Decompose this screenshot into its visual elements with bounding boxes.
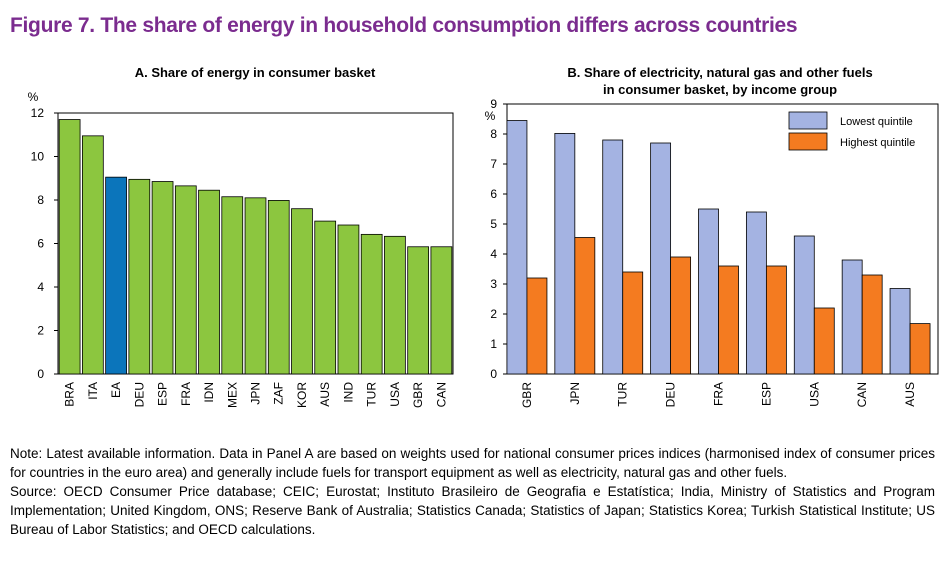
panel-b-y-tick-label: 4 <box>490 247 497 261</box>
panel-a-bar-kor <box>291 208 313 375</box>
panel-a-y-tick-label: 6 <box>37 237 44 251</box>
panel-a-x-tick-label: ESP <box>156 382 170 406</box>
panel-b-y-tick-label: 0 <box>490 367 497 381</box>
panel-b-bar-esp-highest <box>765 265 787 375</box>
panel-a-x-tick-label: DEU <box>132 382 146 407</box>
panel-a-bar-jpn <box>244 197 267 375</box>
panel-b-bar-aus-lowest <box>889 288 911 375</box>
panel-b-bar-tur-highest <box>622 271 644 375</box>
panel-a-title: A. Share of energy in consumer basket <box>134 65 376 80</box>
panel-b-y-tick-label: 3 <box>490 277 497 291</box>
panel-b-title-line-2: in consumer basket, by income group <box>602 82 838 97</box>
note-text: Note: Latest available information. Data… <box>10 446 935 480</box>
panel-a-x-tick-label: GBR <box>411 382 425 408</box>
panel-b-bar-jpn-lowest <box>554 132 576 375</box>
panel-b-chart: % 0 1 2 3 4 5 6 7 8 9 GBR JPN TUR DEU FRA ESP USA CAN AUS Lo… <box>485 97 939 408</box>
panel-a-bar-usa <box>384 235 406 375</box>
panel-a-x-tick-label: IDN <box>202 382 216 403</box>
panel-b-bar-fra-lowest <box>698 208 719 375</box>
panel-a-y-tick-label: 12 <box>31 106 45 120</box>
panel-a-bar-ind <box>337 224 360 375</box>
panel-a-x-tick-label: KOR <box>295 382 309 408</box>
panel-a-bar-bra <box>58 119 81 375</box>
panel-b-y-tick-label: 9 <box>490 97 497 111</box>
panel-b-bar-deu-highest <box>670 256 692 375</box>
panel-b-bar-usa-highest <box>813 307 835 375</box>
panel-b-bar-usa-lowest <box>793 235 815 375</box>
panel-b-x-tick-label: ESP <box>759 382 773 406</box>
source-text: Source: OECD Consumer Price database; CE… <box>10 484 935 537</box>
panel-a-bar-fra <box>174 185 197 375</box>
panel-a-x-tick-label: TUR <box>365 382 379 407</box>
panel-a-x-tick-label: ZAF <box>272 382 286 405</box>
panel-b-x-tick-label: GBR <box>520 382 534 408</box>
panel-a-x-tick-label: IND <box>341 382 355 403</box>
panel-b-bar-can-lowest <box>841 259 863 375</box>
panel-b-legend-label-highest: Highest quintile <box>840 137 915 149</box>
panel-b-y-tick-label: 2 <box>490 307 497 321</box>
figure-title: Figure 7. The share of energy in househo… <box>10 14 798 37</box>
panel-a-bar-can <box>430 246 453 375</box>
panel-a-y-tick-label: 2 <box>37 324 44 338</box>
panel-a-bar-esp <box>151 181 174 375</box>
panel-a-bar-ita <box>81 135 104 375</box>
panel-a-x-tick-label: JPN <box>249 382 263 405</box>
panel-b-y-tick-label: 1 <box>490 337 497 351</box>
panel-a-x-tick-label: ITA <box>86 382 100 400</box>
panel-a-x-tick-label: EA <box>109 382 123 398</box>
panel-a-x-tick-label: USA <box>388 382 402 407</box>
panel-a-bar-deu <box>128 178 151 375</box>
panel-a-bar-mex <box>221 196 244 375</box>
panel-a-y-unit: % <box>28 90 39 104</box>
panel-a-bar-idn <box>198 189 220 375</box>
panel-a-y-tick-label: 4 <box>37 280 44 294</box>
panel-b-x-tick-label: TUR <box>616 382 630 407</box>
panel-a-bar-gbr <box>407 246 430 375</box>
panel-b-y-tick-label: 7 <box>490 157 497 171</box>
panel-b-x-tick-label: AUS <box>903 382 917 407</box>
panel-a-x-tick-label: FRA <box>179 382 193 406</box>
panel-a-chart: % 0 2 4 6 8 10 12 BRA ITA EA DEU ESP FRA IDN MEX JPN ZAF K… <box>28 90 454 408</box>
panel-b-bar-can-highest <box>861 274 883 375</box>
panel-b-title-line-1: B. Share of electricity, natural gas and… <box>567 65 873 80</box>
panel-a-bar-tur <box>360 233 383 375</box>
panel-b-x-tick-label: FRA <box>712 382 726 406</box>
panel-a-bar-ea <box>105 176 127 375</box>
panel-b-y-tick-label: 6 <box>490 187 497 201</box>
panel-b-bar-esp-lowest <box>745 211 767 375</box>
panel-a-x-tick-label: MEX <box>225 382 239 408</box>
panel-a-y-tick-label: 10 <box>31 150 45 164</box>
panel-b-x-tick-label: USA <box>807 382 821 407</box>
panel-b-x-tick-label: DEU <box>664 382 678 407</box>
panel-b-legend-swatch-lowest <box>788 111 828 130</box>
panel-b-y-unit: % <box>485 109 496 123</box>
panel-b-x-tick-label: CAN <box>855 382 869 407</box>
panel-b-bar-aus-highest <box>909 323 931 375</box>
panel-b-bar-deu-lowest <box>650 142 672 375</box>
panel-b-bar-tur-lowest <box>602 139 624 375</box>
notes-block: Note: Latest available information. Data… <box>10 444 935 539</box>
panel-a-x-tick-label: BRA <box>63 382 77 407</box>
panel-b-bar-fra-highest <box>718 265 739 375</box>
panel-b-bar-jpn-highest <box>574 237 596 375</box>
panel-a-y-tick-label: 8 <box>37 193 44 207</box>
panel-b-y-tick-label: 8 <box>490 127 497 141</box>
panel-a-bar-zaf <box>267 200 290 375</box>
panel-b-bar-gbr-highest <box>526 277 548 375</box>
panel-a-bar-aus <box>314 220 337 375</box>
panel-a-x-tick-label: CAN <box>434 382 448 407</box>
panel-b-bar-gbr-lowest <box>506 120 528 375</box>
panel-a-x-tick-label: AUS <box>318 382 332 407</box>
panel-b-y-tick-label: 5 <box>490 217 497 231</box>
panel-b-legend-label-lowest: Lowest quintile <box>840 116 913 128</box>
panel-a-y-tick-label: 0 <box>37 367 44 381</box>
panel-b-x-tick-label: JPN <box>568 382 582 405</box>
panel-b-title: B. Share of electricity, natural gas and… <box>500 64 940 98</box>
panel-b-legend-swatch-highest <box>788 132 828 151</box>
